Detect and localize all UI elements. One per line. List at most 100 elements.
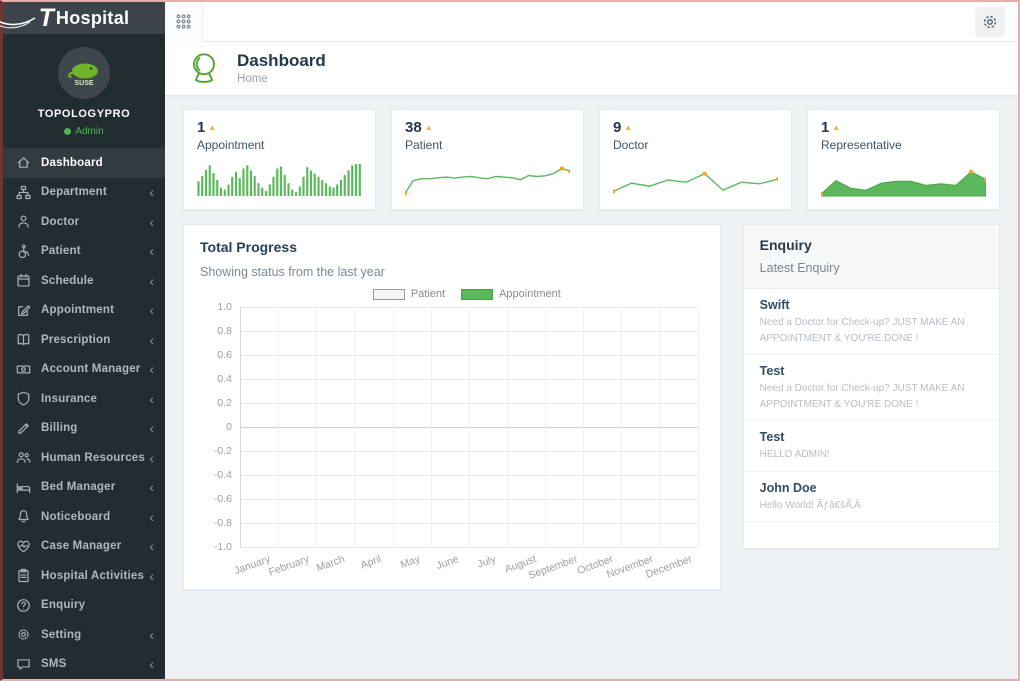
sidebar-item-human-resources[interactable]: Human Resources ‹ (3, 443, 165, 473)
chevron-left-icon: ‹ (149, 538, 154, 555)
gridline-vertical (278, 307, 280, 547)
apps-grid-button[interactable] (165, 2, 203, 42)
sidebar-item-label: Bed Manager (41, 481, 116, 494)
svg-text:SUSE: SUSE (74, 80, 93, 87)
sidebar-item-setting[interactable]: Setting ‹ (3, 620, 165, 650)
y-axis-tick: -0.6 (213, 493, 232, 505)
sidebar-item-label: Appointment (41, 304, 115, 317)
sidebar-item-appointment[interactable]: Appointment ‹ (3, 296, 165, 326)
enquiry-message: Hello World! Ãƒâ€šÃ‚Â (759, 499, 861, 511)
legend-label: Patient (410, 288, 446, 300)
sidebar-item-sms[interactable]: SMS ‹ (3, 650, 165, 680)
chart-plot-wrap: 1.0 0.8 0.6 0.4 0.2 0 -0.2 -0.4 -0.6 -0.8 -1.0 Janu… (214, 301, 699, 582)
appointment-sparkline (197, 164, 361, 196)
stat-label: Doctor (613, 138, 649, 152)
chevron-left-icon: ‹ (149, 243, 154, 260)
sidebar-item-account-manager[interactable]: Account Manager ‹ (3, 355, 165, 385)
gridline-vertical (468, 307, 470, 547)
avatar[interactable]: SUSE (58, 47, 110, 99)
sidebar-item-label: Dashboard (41, 156, 103, 169)
trend-up-icon: ▲ (424, 123, 433, 132)
users-icon (16, 450, 31, 465)
bell-icon (16, 509, 31, 524)
chart-legend: Patient Appointment (230, 285, 704, 303)
y-axis-tick: 0.8 (217, 325, 232, 337)
enquiry-sender-name: Test (759, 430, 785, 444)
stat-card-appointment: 1 ▲ Appointment (183, 109, 376, 210)
content-area: 1 ▲ Appointment 38 ▲ Patient 9 ▲ Doctor 1 ▲ Represe… (165, 96, 1018, 679)
sidebar-item-prescription[interactable]: Prescription ‹ (3, 325, 165, 355)
gridline-vertical (506, 307, 508, 547)
gridline-vertical (659, 307, 661, 547)
total-progress-chart: Patient Appointment 1.0 0.8 0.6 0.4 0.2 0 -0.2 -… (200, 285, 704, 582)
y-axis-tick: 0 (226, 421, 232, 433)
sidebar-item-noticeboard[interactable]: Noticeboard ‹ (3, 502, 165, 532)
sidebar-item-case-manager[interactable]: Case Manager ‹ (3, 532, 165, 562)
x-axis-tick: June (434, 553, 460, 573)
sidebar-item-label: Setting (41, 628, 82, 641)
page-title: Dashboard (237, 50, 326, 70)
x-axis-tick: January (232, 553, 272, 578)
topbar (165, 2, 1018, 42)
trend-up-icon: ▲ (832, 123, 841, 132)
panels-row: Total Progress Showing status from the l… (183, 224, 1000, 590)
enquiry-message: HELLO ADMIN! (759, 449, 830, 460)
sidebar-item-label: Case Manager (41, 540, 122, 553)
gear-icon (16, 627, 31, 642)
brand-logo[interactable]: T Hospital (0, 2, 165, 34)
enquiry-title: Enquiry (759, 237, 812, 253)
sidebar-item-label: Hospital Activities (41, 569, 145, 582)
sidebar-item-bed-manager[interactable]: Bed Manager ‹ (3, 473, 165, 503)
user-md-icon (16, 214, 31, 229)
profile-role-label: Admin (75, 126, 104, 137)
chevron-left-icon: ‹ (149, 479, 154, 496)
chevron-left-icon: ‹ (149, 302, 154, 319)
pencil-icon (16, 421, 31, 436)
x-axis-tick: July (475, 553, 498, 571)
stat-card-doctor: 9 ▲ Doctor (599, 109, 792, 210)
stat-value: 1 ▲ (821, 119, 841, 136)
legend-item-appointment: Appointment (461, 288, 561, 300)
sidebar-item-label: Schedule (41, 274, 94, 287)
sidebar-item-label: Account Manager (41, 363, 141, 376)
enquiry-item: Test Need a Doctor for Check-up? JUST MAK… (743, 355, 999, 421)
chevron-left-icon: ‹ (149, 449, 154, 466)
sidebar-item-patient[interactable]: Patient ‹ (3, 237, 165, 267)
sidebar-item-billing[interactable]: Billing ‹ (3, 414, 165, 444)
page-header: Dashboard Home (165, 42, 1018, 96)
y-axis-tick: 0.2 (217, 397, 232, 409)
sidebar-item-hospital-activities[interactable]: Hospital Activities ‹ (3, 561, 165, 591)
sidebar-item-doctor[interactable]: Doctor ‹ (3, 207, 165, 237)
sidebar-item-insurance[interactable]: Insurance ‹ (3, 384, 165, 414)
sidebar-item-schedule[interactable]: Schedule ‹ (3, 266, 165, 296)
chevron-left-icon: ‹ (149, 567, 154, 584)
sidebar-item-label: SMS (41, 658, 67, 671)
sidebar-item-label: Insurance (41, 392, 98, 405)
enquiry-sender-name: Swift (759, 298, 790, 312)
sidebar-item-label: Department (41, 186, 107, 199)
stat-card-representative: 1 ▲ Representative (807, 109, 1000, 210)
chevron-left-icon: ‹ (149, 213, 154, 230)
enquiry-item: Test HELLO ADMIN! (743, 421, 999, 472)
sidebar-item-label: Prescription (41, 333, 111, 346)
gridline-vertical (697, 307, 699, 547)
enquiry-item: John Doe Hello World! Ãƒâ€šÃ‚Â (743, 472, 999, 522)
question-icon (16, 598, 31, 613)
enquiry-item: Swift Need a Doctor for Check-up? JUST MA… (743, 289, 999, 355)
chevron-left-icon: ‹ (149, 272, 154, 289)
grid-icon (176, 14, 191, 29)
logo-swoosh-icon (0, 17, 36, 29)
sitemap-icon (16, 185, 31, 200)
sidebar-item-enquiry[interactable]: Enquiry (3, 591, 165, 621)
settings-button[interactable] (975, 6, 1005, 37)
chevron-left-icon: ‹ (149, 361, 154, 378)
gridline-vertical (545, 307, 547, 547)
patient-sparkline (405, 166, 570, 196)
enquiry-message: Need a Doctor for Check-up? JUST MAKE AN… (759, 383, 965, 410)
x-axis-tick: April (359, 553, 384, 572)
breadcrumb[interactable]: Home (237, 73, 268, 86)
sidebar-item-department[interactable]: Department ‹ (3, 178, 165, 208)
shield-icon (16, 391, 31, 406)
sidebar-item-dashboard[interactable]: Dashboard (3, 148, 165, 178)
profile-name: TOPOLOGYPRO (37, 108, 131, 120)
